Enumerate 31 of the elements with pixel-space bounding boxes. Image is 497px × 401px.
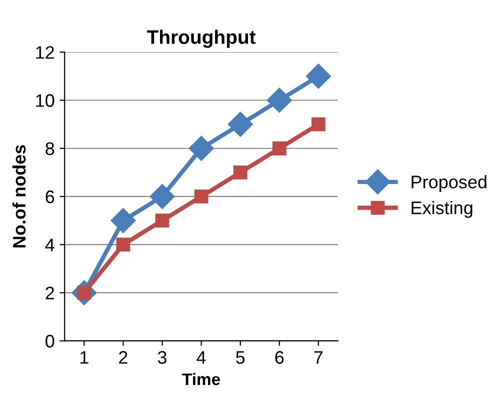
x-tick-label: 3 — [158, 351, 166, 364]
point — [155, 214, 170, 228]
point — [110, 208, 136, 234]
x-axis-title: Time — [182, 372, 220, 386]
point — [188, 136, 214, 161]
point — [194, 190, 208, 204]
point — [150, 184, 175, 209]
legend-label: Proposed — [412, 175, 486, 192]
y-tick-label: 8 — [46, 142, 54, 156]
y-tick-label: 4 — [45, 238, 54, 252]
y-tick-label: 12 — [36, 46, 54, 59]
legend-label: Existing — [412, 201, 472, 218]
point — [228, 112, 253, 137]
y-tick-label: 10 — [36, 94, 54, 107]
y-tick-label: 0 — [46, 334, 54, 348]
x-tick-label: 2 — [119, 351, 128, 364]
point — [306, 64, 331, 89]
x-tick-label: 5 — [236, 351, 245, 364]
y-tick-label: 6 — [46, 190, 54, 204]
point — [116, 238, 130, 252]
x-tick-label: 7 — [314, 351, 323, 364]
x-tick-label: 6 — [275, 351, 284, 364]
x-tick-label: 4 — [196, 351, 206, 364]
point — [272, 141, 286, 156]
y-tick-label: 2 — [46, 286, 54, 300]
chart-title: Throughput — [146, 30, 256, 48]
point — [233, 165, 248, 180]
point — [311, 117, 326, 132]
x-tick-label: 1 — [80, 351, 88, 364]
point — [266, 88, 292, 113]
y-axis-title: No.of nodes — [12, 145, 26, 248]
